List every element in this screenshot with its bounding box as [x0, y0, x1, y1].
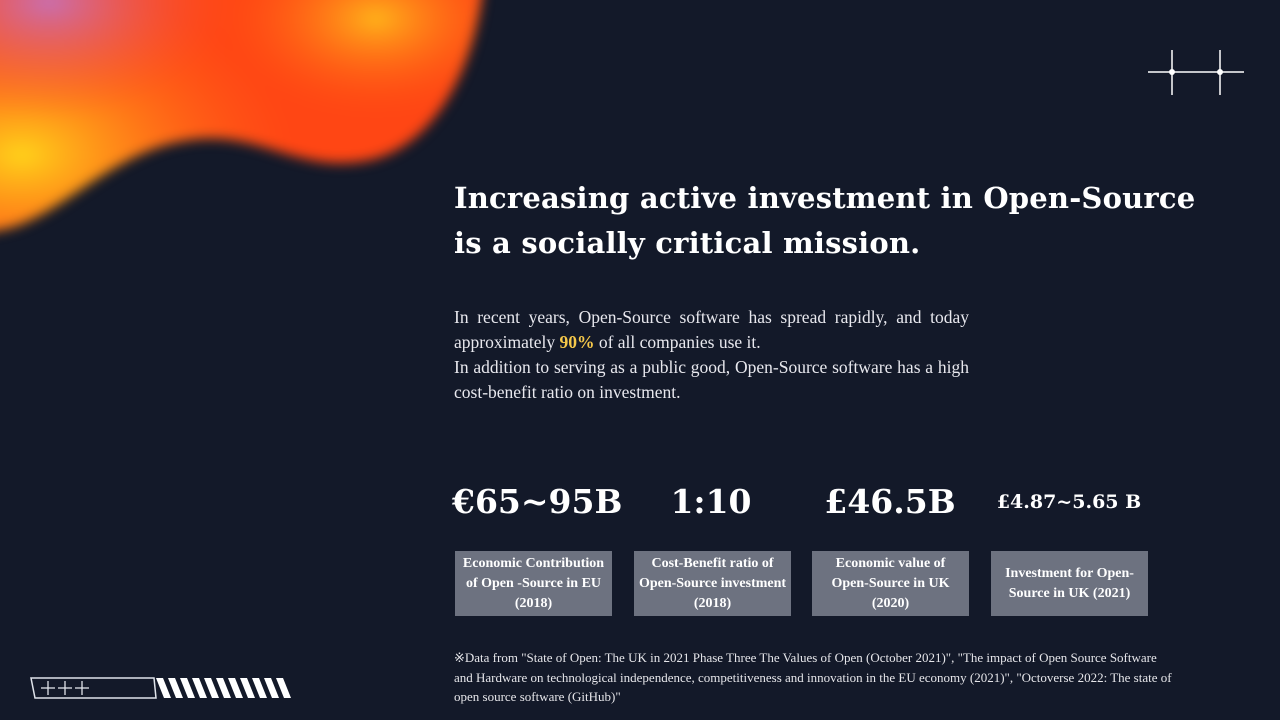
stripe [204, 678, 219, 698]
stripe [276, 678, 291, 698]
stripe [264, 678, 279, 698]
stat-value: €65~95B [452, 480, 612, 524]
headline-line-2: is a socially critical mission. [454, 221, 1214, 266]
stripe [216, 678, 231, 698]
stripe [168, 678, 183, 698]
stat-label-card: Cost-Benefit ratio of Open-Source invest… [634, 551, 791, 616]
headline: Increasing active investment in Open-Sou… [454, 176, 1214, 266]
gradient-blob [0, 0, 500, 240]
stat-label-card: Economic Contribution of Open -Source in… [455, 551, 612, 616]
stat-label-card: Economic value of Open-Source in UK (202… [812, 551, 969, 616]
stripe [180, 678, 195, 698]
stat-label-card: Investment for Open-Source in UK (2021) [991, 551, 1148, 616]
crosshair-lines-icon [1146, 48, 1246, 98]
highlight-percent: 90% [559, 332, 594, 352]
stripe [240, 678, 255, 698]
headline-line-1: Increasing active investment in Open-Sou… [454, 176, 1214, 221]
stripe [156, 678, 171, 698]
stat-value: £46.5B [810, 480, 970, 524]
stripe [228, 678, 243, 698]
stat-value: 1:10 [631, 480, 791, 524]
body-text: In recent years, Open-Source software ha… [454, 305, 969, 405]
stat-value: £4.87~5.65 B [989, 480, 1149, 524]
striped-bar-icon [30, 676, 295, 700]
stripe [252, 678, 267, 698]
stripe [192, 678, 207, 698]
footnote: ※Data from "State of Open: The UK in 202… [454, 648, 1174, 707]
